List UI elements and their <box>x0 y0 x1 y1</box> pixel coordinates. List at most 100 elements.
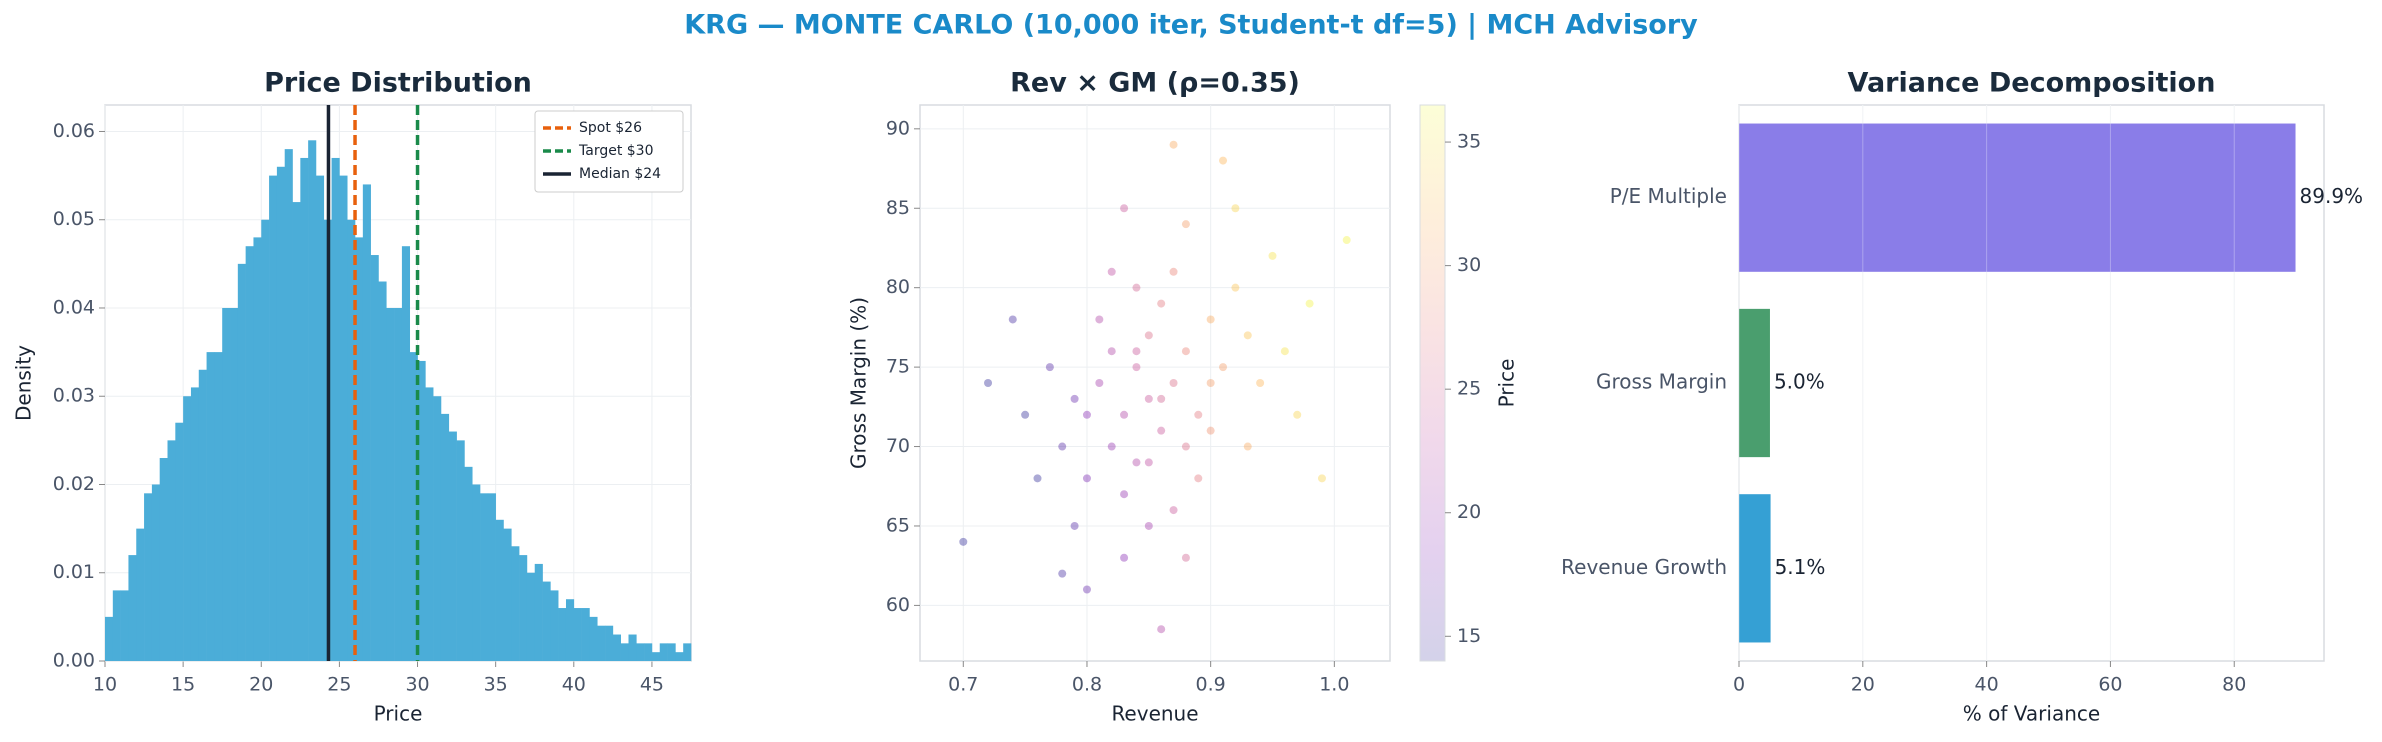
scatter-point <box>1169 267 1178 276</box>
x-tick-label: 0.8 <box>1072 674 1102 696</box>
histogram-bar <box>151 484 160 661</box>
x-tick-label: 20 <box>1851 674 1875 696</box>
histogram-bar <box>425 387 434 661</box>
bar <box>1739 123 2296 272</box>
scatter-point <box>1107 442 1116 451</box>
histogram-bar <box>159 458 168 661</box>
x-axis-label: % of Variance <box>1963 702 2100 726</box>
histogram-bar <box>300 157 309 661</box>
y-tick-label: 0.01 <box>53 561 95 583</box>
scatter-point <box>1107 267 1116 276</box>
histogram-bar <box>222 307 231 661</box>
histogram-bar <box>214 352 223 661</box>
scatter-point <box>1194 410 1203 419</box>
x-tick-label: 0.9 <box>1196 674 1226 696</box>
scatter-point <box>1157 394 1166 403</box>
histogram-bar <box>433 396 442 661</box>
scatter-point <box>1181 347 1190 356</box>
histogram-bar <box>292 202 301 662</box>
histogram-bar <box>308 140 317 662</box>
scatter-point <box>1082 585 1091 594</box>
histogram-bar <box>331 157 340 661</box>
colorbar <box>1419 104 1446 662</box>
histogram-bar <box>597 625 606 661</box>
y-tick-label: 0.05 <box>53 208 95 230</box>
scatter-point <box>1144 394 1153 403</box>
colorbar-label: Price <box>1495 359 1519 408</box>
histogram-bar <box>495 519 504 661</box>
scatter-point <box>1144 331 1153 340</box>
scatter-point <box>1157 426 1166 435</box>
x-tick-label: 60 <box>2098 674 2122 696</box>
scatter-point <box>1157 625 1166 634</box>
histogram-bar <box>315 175 325 661</box>
y-tick-label: P/E Multiple <box>1610 184 1727 208</box>
scatter-point <box>1342 236 1351 245</box>
y-tick-label: 0.00 <box>53 650 95 672</box>
histogram-bar <box>573 608 582 661</box>
histogram-bar <box>167 440 176 661</box>
scatter-point <box>1132 363 1141 372</box>
y-tick-label: 90 <box>886 117 910 139</box>
scatter-point <box>1070 394 1079 403</box>
histogram-bar <box>550 590 559 661</box>
histogram-bar <box>394 307 403 661</box>
scatter-point <box>1144 521 1153 530</box>
histogram-bar <box>120 590 129 661</box>
histogram-bar <box>565 599 575 661</box>
y-tick-label: 65 <box>886 514 910 536</box>
histogram-bar <box>581 608 590 661</box>
histogram-bar <box>440 413 450 661</box>
scatter-point <box>1243 331 1252 340</box>
histogram-bar <box>339 175 348 661</box>
scatter-point <box>1120 490 1129 499</box>
y-tick-label: 0.04 <box>53 296 95 318</box>
histogram-bar <box>378 281 387 661</box>
scatter-point <box>1169 379 1178 387</box>
scatter-point <box>1181 220 1190 229</box>
scatter-point <box>1206 315 1215 324</box>
x-tick-label: 0.7 <box>948 674 978 696</box>
histogram-bar <box>620 643 629 661</box>
histogram-bar <box>276 166 286 661</box>
y-tick-label: 70 <box>886 435 910 457</box>
histogram-bar <box>136 528 145 661</box>
bar <box>1739 494 1771 643</box>
scatter-point <box>1144 458 1153 467</box>
histogram-bar <box>198 369 207 661</box>
scatter-point <box>959 537 968 546</box>
scatter-point <box>1095 315 1104 324</box>
y-tick-label: Gross Margin <box>1596 370 1727 394</box>
histogram-bar <box>206 352 215 661</box>
scatter-point <box>1132 283 1141 292</box>
scatter-point <box>1058 442 1067 451</box>
scatter-point <box>1045 363 1054 372</box>
figure-title: KRG — MONTE CARLO (10,000 iter, Student-… <box>684 10 1698 41</box>
x-tick-label: 20 <box>249 674 273 696</box>
histogram-bar <box>284 149 293 661</box>
histogram-bar <box>417 360 426 661</box>
histogram-bar <box>183 396 192 661</box>
histogram-bar <box>667 643 676 661</box>
scatter-point <box>1206 426 1215 435</box>
histogram-bar <box>355 237 364 661</box>
scatter-point <box>1293 410 1302 419</box>
y-axis-label: Gross Margin (%) <box>847 297 871 469</box>
histogram-bar <box>636 643 645 661</box>
scatter-point <box>1132 458 1141 467</box>
histogram-bar <box>448 431 457 661</box>
chart-title: Rev × GM (ρ=0.35) <box>1010 68 1300 99</box>
histogram-bar <box>105 616 114 661</box>
histogram-bar <box>269 175 278 661</box>
x-tick-label: 45 <box>640 674 664 696</box>
scatter-point <box>1157 299 1166 308</box>
scatter-point <box>1206 379 1215 387</box>
histogram-bar <box>651 652 661 661</box>
x-tick-label: 10 <box>93 674 117 696</box>
scatter-point <box>1305 299 1314 308</box>
x-tick-label: 40 <box>562 674 586 696</box>
legend-label: Median $24 <box>579 166 661 182</box>
histogram-bar <box>480 493 489 661</box>
histogram-bar <box>253 237 262 661</box>
histogram-bar <box>644 643 653 661</box>
